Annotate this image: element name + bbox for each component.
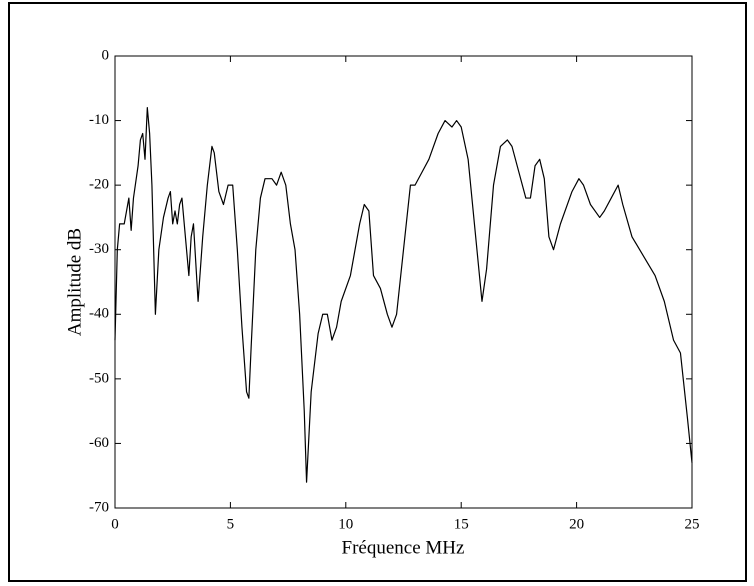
line: [114, 107, 693, 483]
frame: [8, 2, 747, 582]
y-tick-label: 0: [102, 47, 110, 63]
x-tick-label: 10: [338, 516, 353, 532]
x-tick-label: 25: [685, 516, 700, 532]
y-tick-label: -30: [89, 241, 109, 257]
y-tick-label: -40: [89, 306, 109, 322]
y-tick-label: -70: [89, 499, 109, 515]
x-tick-label: 5: [227, 516, 235, 532]
plot-area: [114, 55, 693, 509]
y-tick-label: -10: [89, 112, 109, 128]
x-tick-label: 0: [111, 516, 119, 532]
x-tick-label: 15: [454, 516, 469, 532]
x-tick-label: 20: [569, 516, 584, 532]
y-axis-label: Amplitude dB: [64, 228, 85, 336]
y-tick-label: -50: [89, 370, 109, 386]
y-tick-label: -20: [89, 177, 109, 193]
y-tick-label: -60: [89, 435, 109, 451]
x-axis-label: Fréquence MHz: [342, 537, 465, 558]
